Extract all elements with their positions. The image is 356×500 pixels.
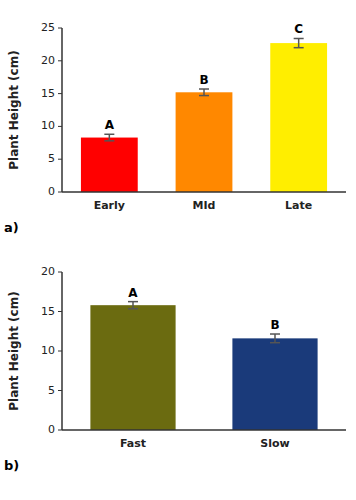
chart: 0 5 10 15 20 25 A B C Early MId Late Plant Height (c… — [0, 0, 356, 500]
bar — [176, 92, 233, 192]
x-axis — [62, 191, 346, 193]
error-bar — [104, 134, 114, 141]
error-bar — [128, 302, 138, 309]
bar — [90, 305, 175, 430]
y-axis-label: Plant Height (cm) — [7, 291, 21, 410]
y-tick-label: 0 — [48, 185, 55, 198]
error-cap — [294, 38, 304, 40]
bar — [270, 43, 327, 192]
bars — [81, 38, 327, 192]
x-tick-label: Slow — [260, 437, 289, 450]
panel: 0 5 10 15 20 A B Fast Slow Plant Height (cm) b) — [4, 265, 346, 473]
error-bar — [294, 38, 304, 47]
error-stem — [274, 334, 276, 343]
significance-letter: C — [294, 22, 303, 36]
panel: 0 5 10 15 20 25 A B C Early MId Late Plant Height (c… — [4, 21, 346, 235]
bar — [232, 338, 317, 430]
significance-letter: B — [199, 73, 208, 87]
x-tick-label: MId — [193, 199, 216, 212]
error-cap — [270, 333, 280, 335]
panel-label: a) — [4, 220, 19, 235]
error-cap — [270, 342, 280, 344]
x-tick-label: Early — [94, 199, 125, 212]
error-cap — [104, 134, 114, 136]
error-stem — [298, 38, 300, 47]
y-tick-label: 20 — [41, 265, 55, 278]
bars — [90, 302, 317, 430]
error-cap — [199, 88, 209, 90]
error-bar — [199, 89, 209, 96]
y-axis — [61, 28, 63, 192]
error-bar — [270, 334, 280, 343]
bar — [81, 138, 138, 192]
y-tick-label: 0 — [48, 423, 55, 436]
y-axis — [61, 272, 63, 430]
error-cap — [128, 301, 138, 303]
y-tick-label: 10 — [41, 344, 55, 357]
y-tick-label: 5 — [48, 384, 55, 397]
y-tick-label: 20 — [41, 54, 55, 67]
y-tick-label: 15 — [41, 87, 55, 100]
panel-label: b) — [4, 458, 19, 473]
error-stem — [203, 89, 205, 96]
error-cap — [104, 140, 114, 142]
x-axis — [62, 429, 346, 431]
y-tick-label: 10 — [41, 119, 55, 132]
error-cap — [128, 308, 138, 310]
y-tick-label: 25 — [41, 21, 55, 34]
error-cap — [199, 95, 209, 97]
x-tick-label: Fast — [120, 437, 146, 450]
error-stem — [132, 302, 134, 309]
x-tick-label: Late — [285, 199, 312, 212]
significance-letter: A — [105, 118, 115, 132]
significance-letter: A — [128, 286, 138, 300]
significance-letter: B — [270, 318, 279, 332]
y-tick-label: 15 — [41, 305, 55, 318]
y-axis-label: Plant Height (cm) — [7, 50, 21, 169]
error-cap — [294, 47, 304, 49]
error-stem — [109, 134, 111, 141]
y-tick-label: 5 — [48, 152, 55, 165]
